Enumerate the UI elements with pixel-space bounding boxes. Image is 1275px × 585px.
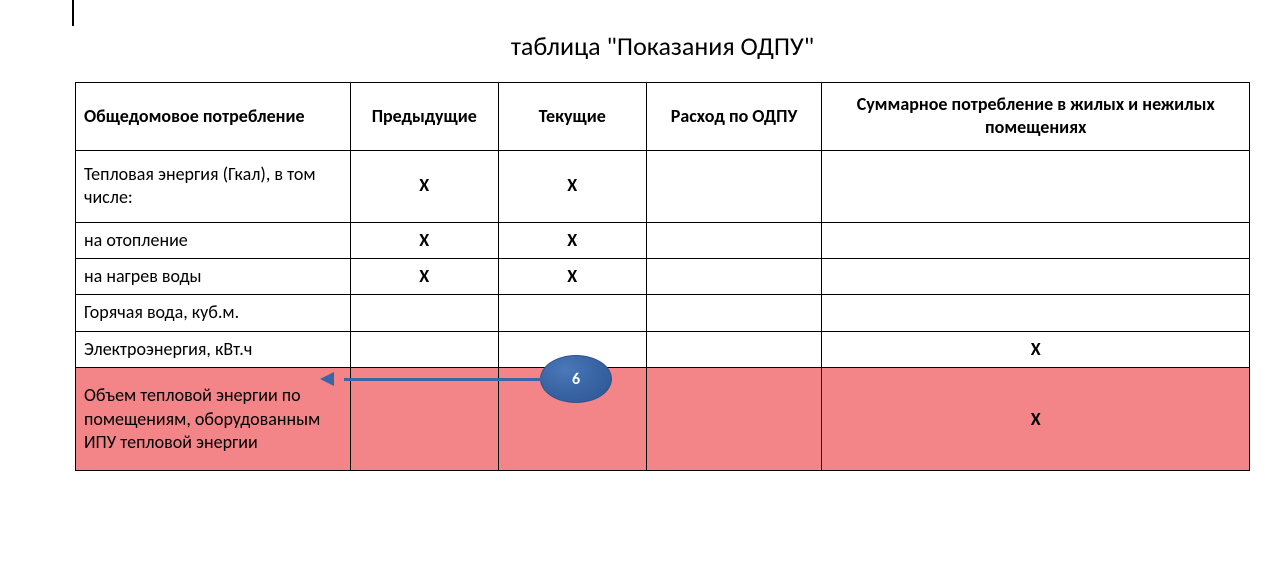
table-row: на отоплениеXX bbox=[76, 222, 1250, 258]
callout-6: 6 bbox=[540, 355, 612, 403]
table-row: Электроэнергия, кВт.ч X bbox=[76, 331, 1250, 367]
callout-number: 6 bbox=[572, 370, 580, 389]
cell-value bbox=[350, 368, 498, 471]
document-container: таблица "Показания ОДПУ" Общедомовое пот… bbox=[75, 0, 1250, 471]
odpu-table: Общедомовое потребление Предыдущие Текущ… bbox=[75, 82, 1250, 471]
table-row: Горячая вода, куб.м. bbox=[76, 295, 1250, 331]
cell-value bbox=[646, 368, 822, 471]
col-header-previous: Предыдущие bbox=[350, 83, 498, 151]
cell-value: X bbox=[498, 222, 646, 258]
row-label: Объем тепловой энергии по помещениям, об… bbox=[76, 368, 351, 471]
cell-value bbox=[646, 150, 822, 222]
col-header-consumption: Общедомовое потребление bbox=[76, 83, 351, 151]
table-header-row: Общедомовое потребление Предыдущие Текущ… bbox=[76, 83, 1250, 151]
col-header-total: Суммарное потребление в жилых и нежилых … bbox=[822, 83, 1250, 151]
row-label: Тепловая энергия (Гкал), в том числе: bbox=[76, 150, 351, 222]
cell-value: X bbox=[498, 258, 646, 294]
callout-arrow bbox=[332, 377, 542, 383]
text-cursor bbox=[72, 0, 74, 26]
table-row: на нагрев водыXX bbox=[76, 258, 1250, 294]
row-label: Горячая вода, куб.м. bbox=[76, 295, 351, 331]
table-row: Объем тепловой энергии по помещениям, об… bbox=[76, 368, 1250, 471]
cell-value bbox=[822, 150, 1250, 222]
cell-value bbox=[646, 331, 822, 367]
cell-value: X bbox=[822, 368, 1250, 471]
col-header-odpu-usage: Расход по ОДПУ bbox=[646, 83, 822, 151]
col-header-current: Текущие bbox=[498, 83, 646, 151]
cell-value: X bbox=[498, 150, 646, 222]
row-label: на отопление bbox=[76, 222, 351, 258]
row-label: на нагрев воды bbox=[76, 258, 351, 294]
callout-bubble: 6 bbox=[540, 355, 612, 403]
cell-value bbox=[822, 222, 1250, 258]
cell-value bbox=[350, 295, 498, 331]
cell-value bbox=[646, 295, 822, 331]
table-body: Тепловая энергия (Гкал), в том числе:XXн… bbox=[76, 150, 1250, 471]
cell-value: X bbox=[822, 331, 1250, 367]
row-label: Электроэнергия, кВт.ч bbox=[76, 331, 351, 367]
cell-value bbox=[350, 331, 498, 367]
cell-value: X bbox=[350, 150, 498, 222]
cell-value bbox=[822, 295, 1250, 331]
table-row: Тепловая энергия (Гкал), в том числе:XX bbox=[76, 150, 1250, 222]
table-title: таблица "Показания ОДПУ" bbox=[75, 0, 1250, 82]
cell-value: X bbox=[350, 258, 498, 294]
cell-value bbox=[646, 258, 822, 294]
cell-value bbox=[498, 295, 646, 331]
cell-value bbox=[646, 222, 822, 258]
cell-value bbox=[822, 258, 1250, 294]
cell-value: X bbox=[350, 222, 498, 258]
